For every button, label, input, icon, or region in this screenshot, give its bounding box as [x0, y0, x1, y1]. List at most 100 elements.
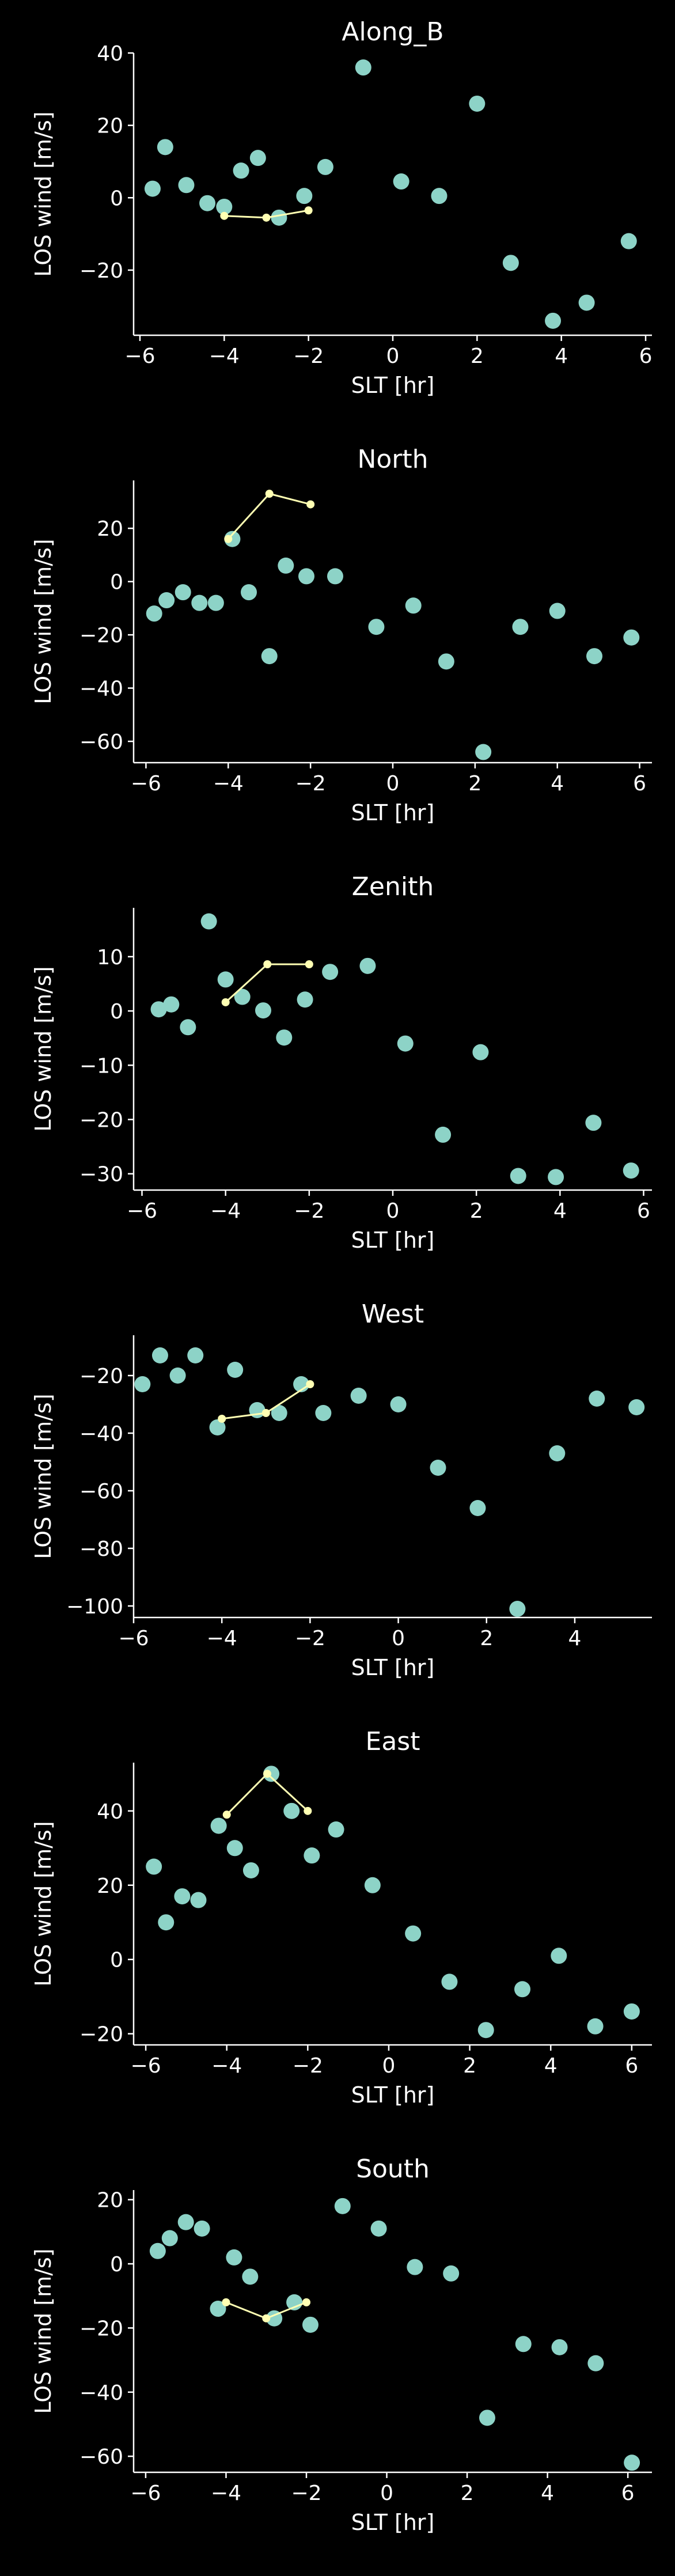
- chart-title: North: [357, 445, 428, 474]
- scatter-point: [255, 1002, 271, 1019]
- line-marker: [222, 1810, 231, 1819]
- scatter-point: [234, 988, 251, 1005]
- y-axis-label: LOS wind [m/s]: [31, 1393, 56, 1559]
- scatter-point: [515, 2336, 532, 2353]
- scatter-point: [585, 1115, 602, 1131]
- x-tick-label: 2: [470, 1199, 483, 1223]
- y-tick-label: −10: [79, 1054, 123, 1078]
- y-tick-label: 0: [110, 2253, 123, 2276]
- x-tick-label: −6: [130, 2482, 161, 2505]
- x-tick-label: −2: [293, 344, 324, 368]
- chart-title: South: [356, 2154, 430, 2184]
- scatter-point: [549, 1445, 566, 1461]
- scatter-point: [586, 648, 602, 665]
- x-tick-label: −6: [131, 772, 161, 795]
- scatter-point: [233, 162, 249, 179]
- scatter-point: [578, 294, 595, 311]
- scatter-point: [158, 592, 175, 609]
- y-tick-label: −20: [79, 2023, 123, 2047]
- scatter-point: [242, 2268, 259, 2285]
- scatter-point: [296, 188, 313, 204]
- scatter-point: [438, 653, 454, 670]
- scatter-point: [334, 2198, 351, 2214]
- scatter-point: [477, 2022, 494, 2039]
- chart-title: Zenith: [352, 872, 434, 901]
- scatter-point: [249, 1402, 266, 1418]
- scatter-point: [364, 1877, 381, 1893]
- x-tick-label: 6: [621, 2482, 635, 2505]
- y-tick-label: −100: [66, 1595, 123, 1619]
- scatter-point: [163, 996, 180, 1013]
- y-tick-label: 0: [110, 187, 123, 210]
- x-axis-label: SLT [hr]: [351, 800, 435, 825]
- scatter-point: [210, 2301, 226, 2317]
- x-tick-label: −2: [295, 1627, 325, 1650]
- chart-title: West: [362, 1300, 424, 1329]
- scatter-point: [548, 1169, 564, 1185]
- line-marker: [306, 1380, 314, 1388]
- line-marker: [263, 960, 272, 968]
- y-tick-label: −60: [79, 1480, 123, 1503]
- scatter-point: [216, 198, 233, 215]
- x-tick-label: −4: [211, 2054, 242, 2078]
- line-marker: [302, 2298, 310, 2306]
- y-tick-label: 20: [97, 115, 123, 138]
- y-tick-label: −20: [79, 1365, 123, 1388]
- x-tick-label: 6: [625, 2054, 638, 2078]
- y-tick-label: −60: [79, 2445, 123, 2469]
- scatter-point: [469, 95, 486, 112]
- scatter-point: [397, 1035, 414, 1052]
- y-tick-label: −40: [79, 1422, 123, 1446]
- line-marker: [220, 211, 229, 220]
- x-tick-label: −4: [210, 1199, 241, 1223]
- scatter-point: [217, 971, 234, 988]
- scatter-point: [431, 188, 448, 204]
- line-marker: [221, 998, 230, 1006]
- scatter-point: [512, 619, 529, 635]
- scatter-point: [261, 648, 278, 665]
- scatter-point: [146, 1858, 162, 1875]
- scatter-point: [187, 1347, 204, 1363]
- scatter-point: [551, 1948, 567, 1964]
- scatter-point: [209, 1419, 226, 1435]
- scatter-point: [390, 1396, 407, 1412]
- scatter-point: [623, 629, 640, 646]
- x-axis-label: SLT [hr]: [351, 2082, 435, 2108]
- scatter-point: [624, 2454, 640, 2471]
- x-tick-label: 2: [461, 2482, 474, 2505]
- x-tick-label: −6: [124, 344, 155, 368]
- scatter-point: [355, 59, 371, 76]
- scatter-point: [327, 568, 343, 585]
- scatter-point: [359, 957, 376, 974]
- scatter-point: [628, 1399, 645, 1415]
- y-axis-label: LOS wind [m/s]: [31, 111, 56, 276]
- scatter-point: [589, 1391, 605, 1407]
- y-tick-label: 20: [97, 1874, 123, 1898]
- x-tick-label: 2: [463, 2054, 476, 2078]
- scatter-point: [443, 2265, 460, 2282]
- x-axis-label: SLT [hr]: [351, 2510, 435, 2535]
- scatter-point: [149, 2242, 166, 2259]
- scatter-point: [178, 177, 195, 194]
- line-marker: [304, 206, 313, 215]
- scatter-point: [144, 180, 161, 197]
- line-marker: [224, 535, 233, 543]
- line-marker: [306, 500, 315, 509]
- scatter-point: [587, 2018, 604, 2035]
- scatter-point: [146, 605, 162, 622]
- y-tick-label: 20: [97, 2189, 123, 2213]
- x-tick-label: 4: [541, 2482, 554, 2505]
- x-tick-label: −6: [131, 2054, 161, 2078]
- y-tick-label: −20: [79, 1109, 123, 1132]
- y-tick-label: −20: [79, 624, 123, 647]
- scatter-point: [549, 603, 566, 619]
- y-tick-label: −20: [79, 259, 123, 283]
- line-marker: [305, 960, 313, 968]
- scatter-point: [472, 1044, 489, 1060]
